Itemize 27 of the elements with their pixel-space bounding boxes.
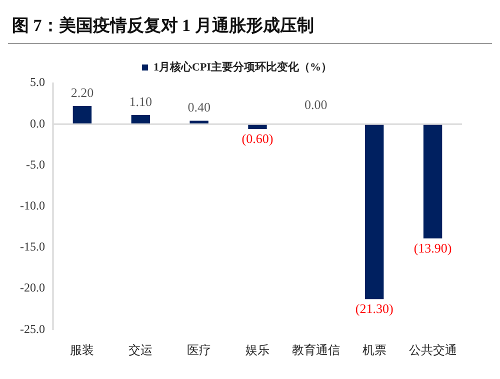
y-tick-label: -10.0 (20, 198, 45, 212)
bar (423, 124, 442, 238)
bar (131, 115, 150, 124)
bar (72, 106, 92, 124)
y-tick-label: -25.0 (20, 322, 45, 336)
data-label: 2.20 (70, 84, 94, 100)
y-tick-label: 5.0 (30, 75, 45, 90)
x-tick-label: 娱乐 (246, 342, 270, 357)
data-label: (21.30) (355, 301, 394, 316)
y-tick-label: -15.0 (20, 240, 45, 254)
data-label: 0.40 (188, 100, 210, 115)
y-tick-label: -20.0 (20, 280, 45, 295)
x-tick-label: 教育通信 (292, 342, 340, 357)
bar (365, 124, 384, 300)
x-tick-label: 交运 (128, 342, 153, 357)
x-tick-label: 医疗 (187, 342, 212, 357)
y-tick-label: -5.0 (26, 157, 45, 172)
data-label: 0.00 (304, 97, 328, 112)
data-label: (0.60) (242, 130, 274, 146)
x-tick-label: 服装 (70, 342, 94, 357)
data-label: (13.90) (414, 240, 452, 256)
chart-title: 图 7：美国疫情反复对 1 月通胀形成压制 (8, 8, 492, 44)
y-tick-label: 0.0 (30, 116, 45, 130)
legend-label: 1月核心CPI主要分项环比变化（%） (154, 60, 332, 74)
data-label: 1.10 (129, 94, 152, 109)
x-tick-label: 公共交通 (408, 342, 457, 357)
x-tick-label: 机票 (362, 342, 386, 357)
